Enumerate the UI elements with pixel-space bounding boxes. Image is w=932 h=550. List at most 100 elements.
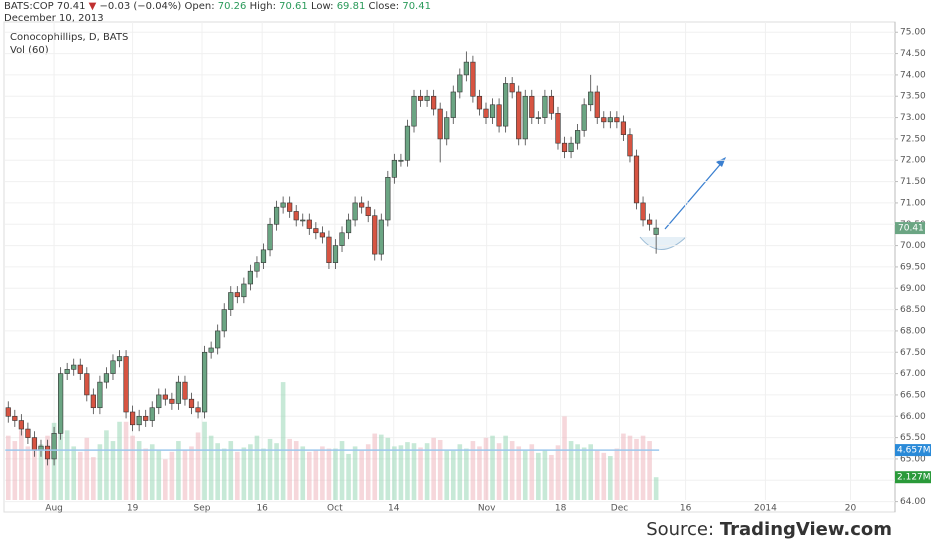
grid bbox=[5, 22, 895, 503]
candle-body bbox=[215, 330, 221, 349]
candle-body bbox=[123, 356, 129, 413]
candle-body bbox=[84, 373, 90, 396]
y-tick-label: 75.00 bbox=[900, 28, 926, 38]
candle-body bbox=[156, 394, 162, 409]
candle-body bbox=[12, 415, 18, 421]
candle-body bbox=[463, 61, 469, 76]
x-tick-label: 2014 bbox=[754, 504, 777, 514]
volume-bar bbox=[562, 416, 567, 500]
field-value: 70.61 bbox=[279, 1, 308, 12]
candle-body bbox=[195, 407, 201, 413]
candle-body bbox=[319, 232, 325, 238]
y-tick-label: 64.00 bbox=[900, 497, 926, 507]
volume-bar bbox=[555, 445, 561, 500]
field-label: High: bbox=[249, 1, 276, 12]
volume-bar bbox=[274, 443, 279, 500]
volume-bar bbox=[588, 444, 593, 500]
candle-body bbox=[516, 91, 522, 140]
candle-body bbox=[332, 245, 339, 263]
direction: ▼ bbox=[88, 1, 97, 12]
fields: Open: 70.26 High: 70.61 Low: 69.81 Close… bbox=[185, 1, 431, 12]
volume-title: Vol (60) bbox=[10, 45, 49, 56]
candle-body bbox=[581, 104, 587, 131]
candle-body bbox=[391, 159, 397, 178]
y-tick-label: 67.50 bbox=[900, 348, 926, 358]
candle-body bbox=[77, 364, 83, 374]
volume-bar bbox=[104, 430, 109, 500]
volume-bar bbox=[326, 448, 332, 500]
candle-body bbox=[627, 134, 633, 157]
candle-body bbox=[646, 219, 653, 225]
volume-bar bbox=[346, 453, 351, 500]
candle-body bbox=[313, 228, 319, 234]
volume-bar bbox=[202, 421, 207, 500]
volume-ma-label: 4.657M bbox=[897, 446, 931, 456]
y-tick-label: 73.50 bbox=[900, 92, 926, 102]
y-tick-label: 66.50 bbox=[900, 390, 926, 400]
volume-bar bbox=[221, 448, 227, 500]
candle-body bbox=[103, 373, 110, 383]
volume-last-label: 2.127M bbox=[897, 473, 931, 483]
x-tick-label: Nov bbox=[478, 504, 496, 514]
volume-bar bbox=[280, 382, 286, 500]
arrow-head bbox=[716, 157, 726, 167]
candle-body bbox=[548, 95, 555, 114]
candle-body bbox=[267, 223, 273, 251]
candle-body bbox=[247, 270, 254, 285]
field-value: 69.81 bbox=[336, 1, 366, 12]
volume-bar bbox=[77, 451, 83, 500]
y-tick-label: 72.00 bbox=[900, 156, 926, 166]
volume-bar bbox=[424, 443, 430, 500]
volume-bar bbox=[594, 450, 600, 500]
volume-bar bbox=[293, 441, 299, 500]
volume-bar bbox=[215, 443, 220, 500]
x-tick-label: Sep bbox=[193, 504, 210, 514]
x-tick-label: 14 bbox=[388, 504, 400, 514]
last: 70.41 bbox=[56, 1, 86, 12]
volume-bar bbox=[392, 446, 397, 500]
header: BATS:COP 70.41 ▼ −0.03 (−0.04%) Open: 70… bbox=[4, 1, 431, 12]
volume-bar bbox=[25, 446, 31, 500]
candle-body bbox=[110, 360, 116, 374]
source-prefix: Source: bbox=[646, 519, 715, 540]
candle-body bbox=[607, 117, 613, 123]
volume-bar bbox=[496, 443, 502, 500]
volume-bar bbox=[457, 444, 463, 500]
candle-body bbox=[306, 219, 312, 229]
volume-bar bbox=[169, 451, 175, 500]
volume-bar bbox=[444, 450, 450, 500]
volume-bar bbox=[581, 447, 587, 500]
y-tick-label: 71.00 bbox=[900, 198, 926, 208]
candle-body bbox=[162, 394, 168, 400]
volume-bar bbox=[411, 443, 417, 500]
candle-body bbox=[411, 95, 417, 127]
candle-body bbox=[359, 202, 365, 208]
candle-body bbox=[457, 74, 463, 93]
candle-body bbox=[601, 117, 607, 123]
volume-bar bbox=[110, 441, 116, 500]
candle-body bbox=[345, 219, 352, 234]
volume-bar bbox=[71, 446, 77, 500]
volume-bar bbox=[163, 459, 168, 500]
candle-body bbox=[300, 219, 306, 222]
volume-bar bbox=[228, 441, 234, 500]
volume-bar bbox=[241, 447, 247, 500]
candle-body bbox=[522, 95, 528, 140]
volume-last-tag bbox=[895, 471, 931, 484]
candle-body bbox=[130, 411, 136, 426]
volume-bar bbox=[372, 433, 378, 500]
volume-bar bbox=[549, 454, 554, 500]
volume-bar bbox=[320, 446, 325, 500]
volume-bar bbox=[431, 437, 436, 500]
volume-bar bbox=[248, 444, 253, 500]
candle-body bbox=[594, 91, 600, 118]
volume-bar bbox=[490, 435, 495, 500]
candle-body bbox=[476, 95, 483, 110]
volume-bar bbox=[640, 435, 646, 500]
volume-bar bbox=[470, 441, 476, 500]
y-tick-label: 72.50 bbox=[900, 134, 926, 144]
candle-body bbox=[201, 351, 208, 413]
candle-body bbox=[25, 428, 31, 438]
volume-bar bbox=[19, 430, 24, 500]
volume-bar bbox=[647, 441, 652, 500]
